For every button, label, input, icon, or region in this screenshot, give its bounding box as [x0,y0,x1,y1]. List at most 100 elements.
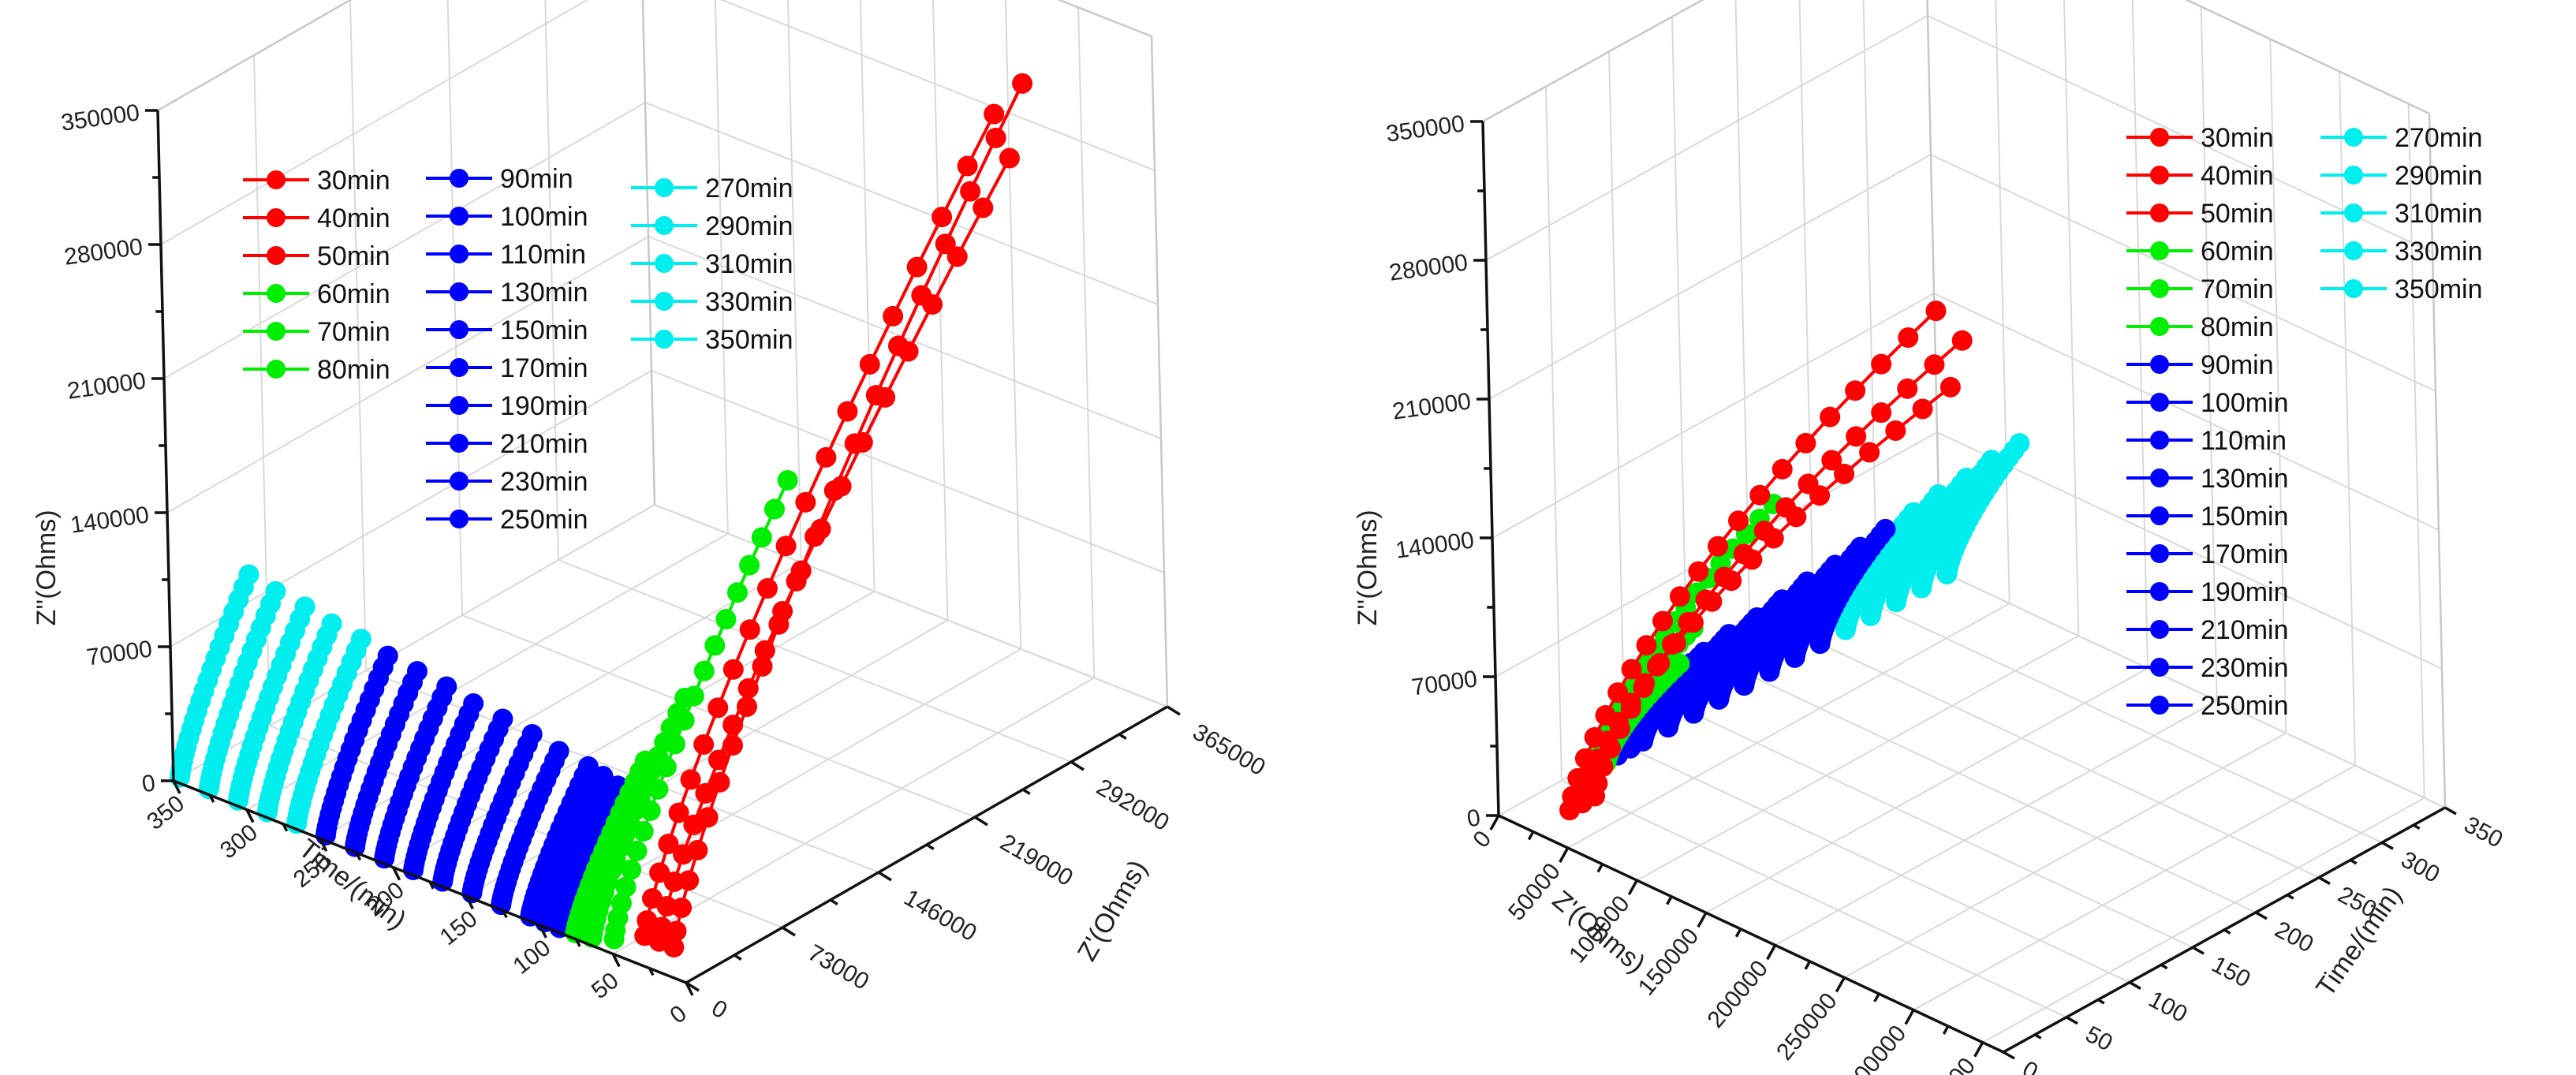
marker-icon [2150,355,2169,374]
series-190min [403,693,484,881]
series-310min [228,596,315,811]
legend-label: 130min [500,278,588,308]
legend-item: 270min [2320,123,2483,153]
legend-label: 250min [500,505,588,535]
series-70min [581,687,696,948]
legend-item: 330min [631,287,793,317]
legend-label: 110min [500,240,586,270]
tick-label: 100 [509,935,556,980]
marker-icon [655,178,674,197]
series-250min [315,645,398,846]
legend-label: 50min [2201,199,2274,229]
legend-label: 350min [2395,274,2483,304]
legend-label: 190min [2201,577,2289,607]
marker-icon [2150,166,2169,185]
legend-label: 330min [705,287,793,317]
tick-label: 219000 [996,829,1077,891]
tick-label: 350000 [59,99,141,136]
legend-label: 90min [500,164,573,194]
legend-item: 190min [426,391,588,421]
marker-icon [2150,544,2169,563]
legend-item: 50min [2126,199,2274,229]
legend-label: 40min [317,203,390,233]
tick-label: 350 [2460,812,2507,853]
legend-label: 100min [500,202,588,232]
legend-item: 350min [631,325,793,355]
series-40min [1572,376,1961,814]
marker-icon [450,358,469,377]
marker-icon [655,254,674,273]
marker-icon [2150,317,2169,336]
legend-label: 310min [705,249,793,279]
legend-item: 250min [2126,691,2289,721]
marker-icon [2344,203,2363,222]
marker-icon [450,169,469,188]
legend-item: 190min [2126,577,2289,607]
legend-label: 130min [2201,464,2289,494]
series-230min [345,661,427,857]
legend-item: 230min [2126,653,2289,683]
tick-label: 210000 [65,368,147,405]
tick-label: 0 [2018,1056,2042,1075]
marker-icon [2150,431,2169,450]
series-30min [663,73,1033,958]
legend-label: 290min [2395,161,2483,191]
legend-label: 210min [500,429,588,459]
legend-label: 170min [2201,539,2289,569]
legend-label: 190min [500,391,588,421]
legend-item: 100min [2126,388,2289,418]
tick-label: 150 [2208,951,2255,993]
z-axis-vertical: 0 70000 140000 210000 280000 350000 [59,99,175,797]
legend-item: 350min [2320,274,2483,304]
legend-label: 60min [317,279,390,309]
marker-icon [2150,279,2169,298]
legend-item: 310min [631,249,793,279]
zreal-axis: 0500001000001500002000002500003000003500… [1468,814,2004,1075]
legend-label: 30min [317,166,390,196]
legend-label: 50min [317,241,390,271]
marker-icon [267,170,286,189]
legend-label: 350min [705,325,793,355]
legend-item: 210min [2126,615,2289,645]
legend-item: 80min [243,355,390,385]
marker-icon [655,216,674,235]
legend-item: 90min [2126,350,2274,380]
legend-item: 90min [426,164,573,194]
legend-label: 250min [2201,691,2289,721]
tick-label: 350000 [1384,110,1466,147]
tick-label: 50 [587,968,624,1005]
marker-icon [267,246,286,265]
marker-icon [2150,128,2169,147]
tick-label: 250000 [1771,988,1842,1066]
marker-icon [450,282,469,301]
chart-right-3d-nyquist: 0700001400002100002800003500000500001000… [1353,0,2507,1075]
zreal-axis-title: Z'(Ohms) [1547,885,1651,979]
series-30min [1559,300,1947,821]
tick-label: 0 [140,770,157,797]
legend-item: 290min [2320,161,2483,191]
marker-icon [655,292,674,311]
legend-label: 170min [500,353,588,383]
series-210min [374,676,457,869]
marker-icon [267,360,286,379]
legend-label: 150min [500,315,588,345]
legend-label: 270min [705,174,793,203]
legend: 30min 40min 50min 60min 70min 80min 90min 100mi… [2126,123,2483,721]
legend-label: 290min [705,211,793,241]
z-axis-title: Z''(Ohms) [1353,510,1383,625]
marker-icon [2150,468,2169,487]
legend-label: 230min [500,467,588,497]
legend-item: 150min [426,315,588,345]
legend-label: 230min [2201,653,2289,683]
marker-icon [450,207,469,226]
legend-item: 250min [426,505,588,535]
tick-label: 280000 [62,233,144,271]
legend-item: 70min [2126,274,2274,304]
legend-label: 80min [317,355,390,385]
legend-item: 270min [631,174,793,203]
legend-item: 60min [243,279,390,309]
series-60min [603,469,798,950]
marker-icon [450,320,469,339]
